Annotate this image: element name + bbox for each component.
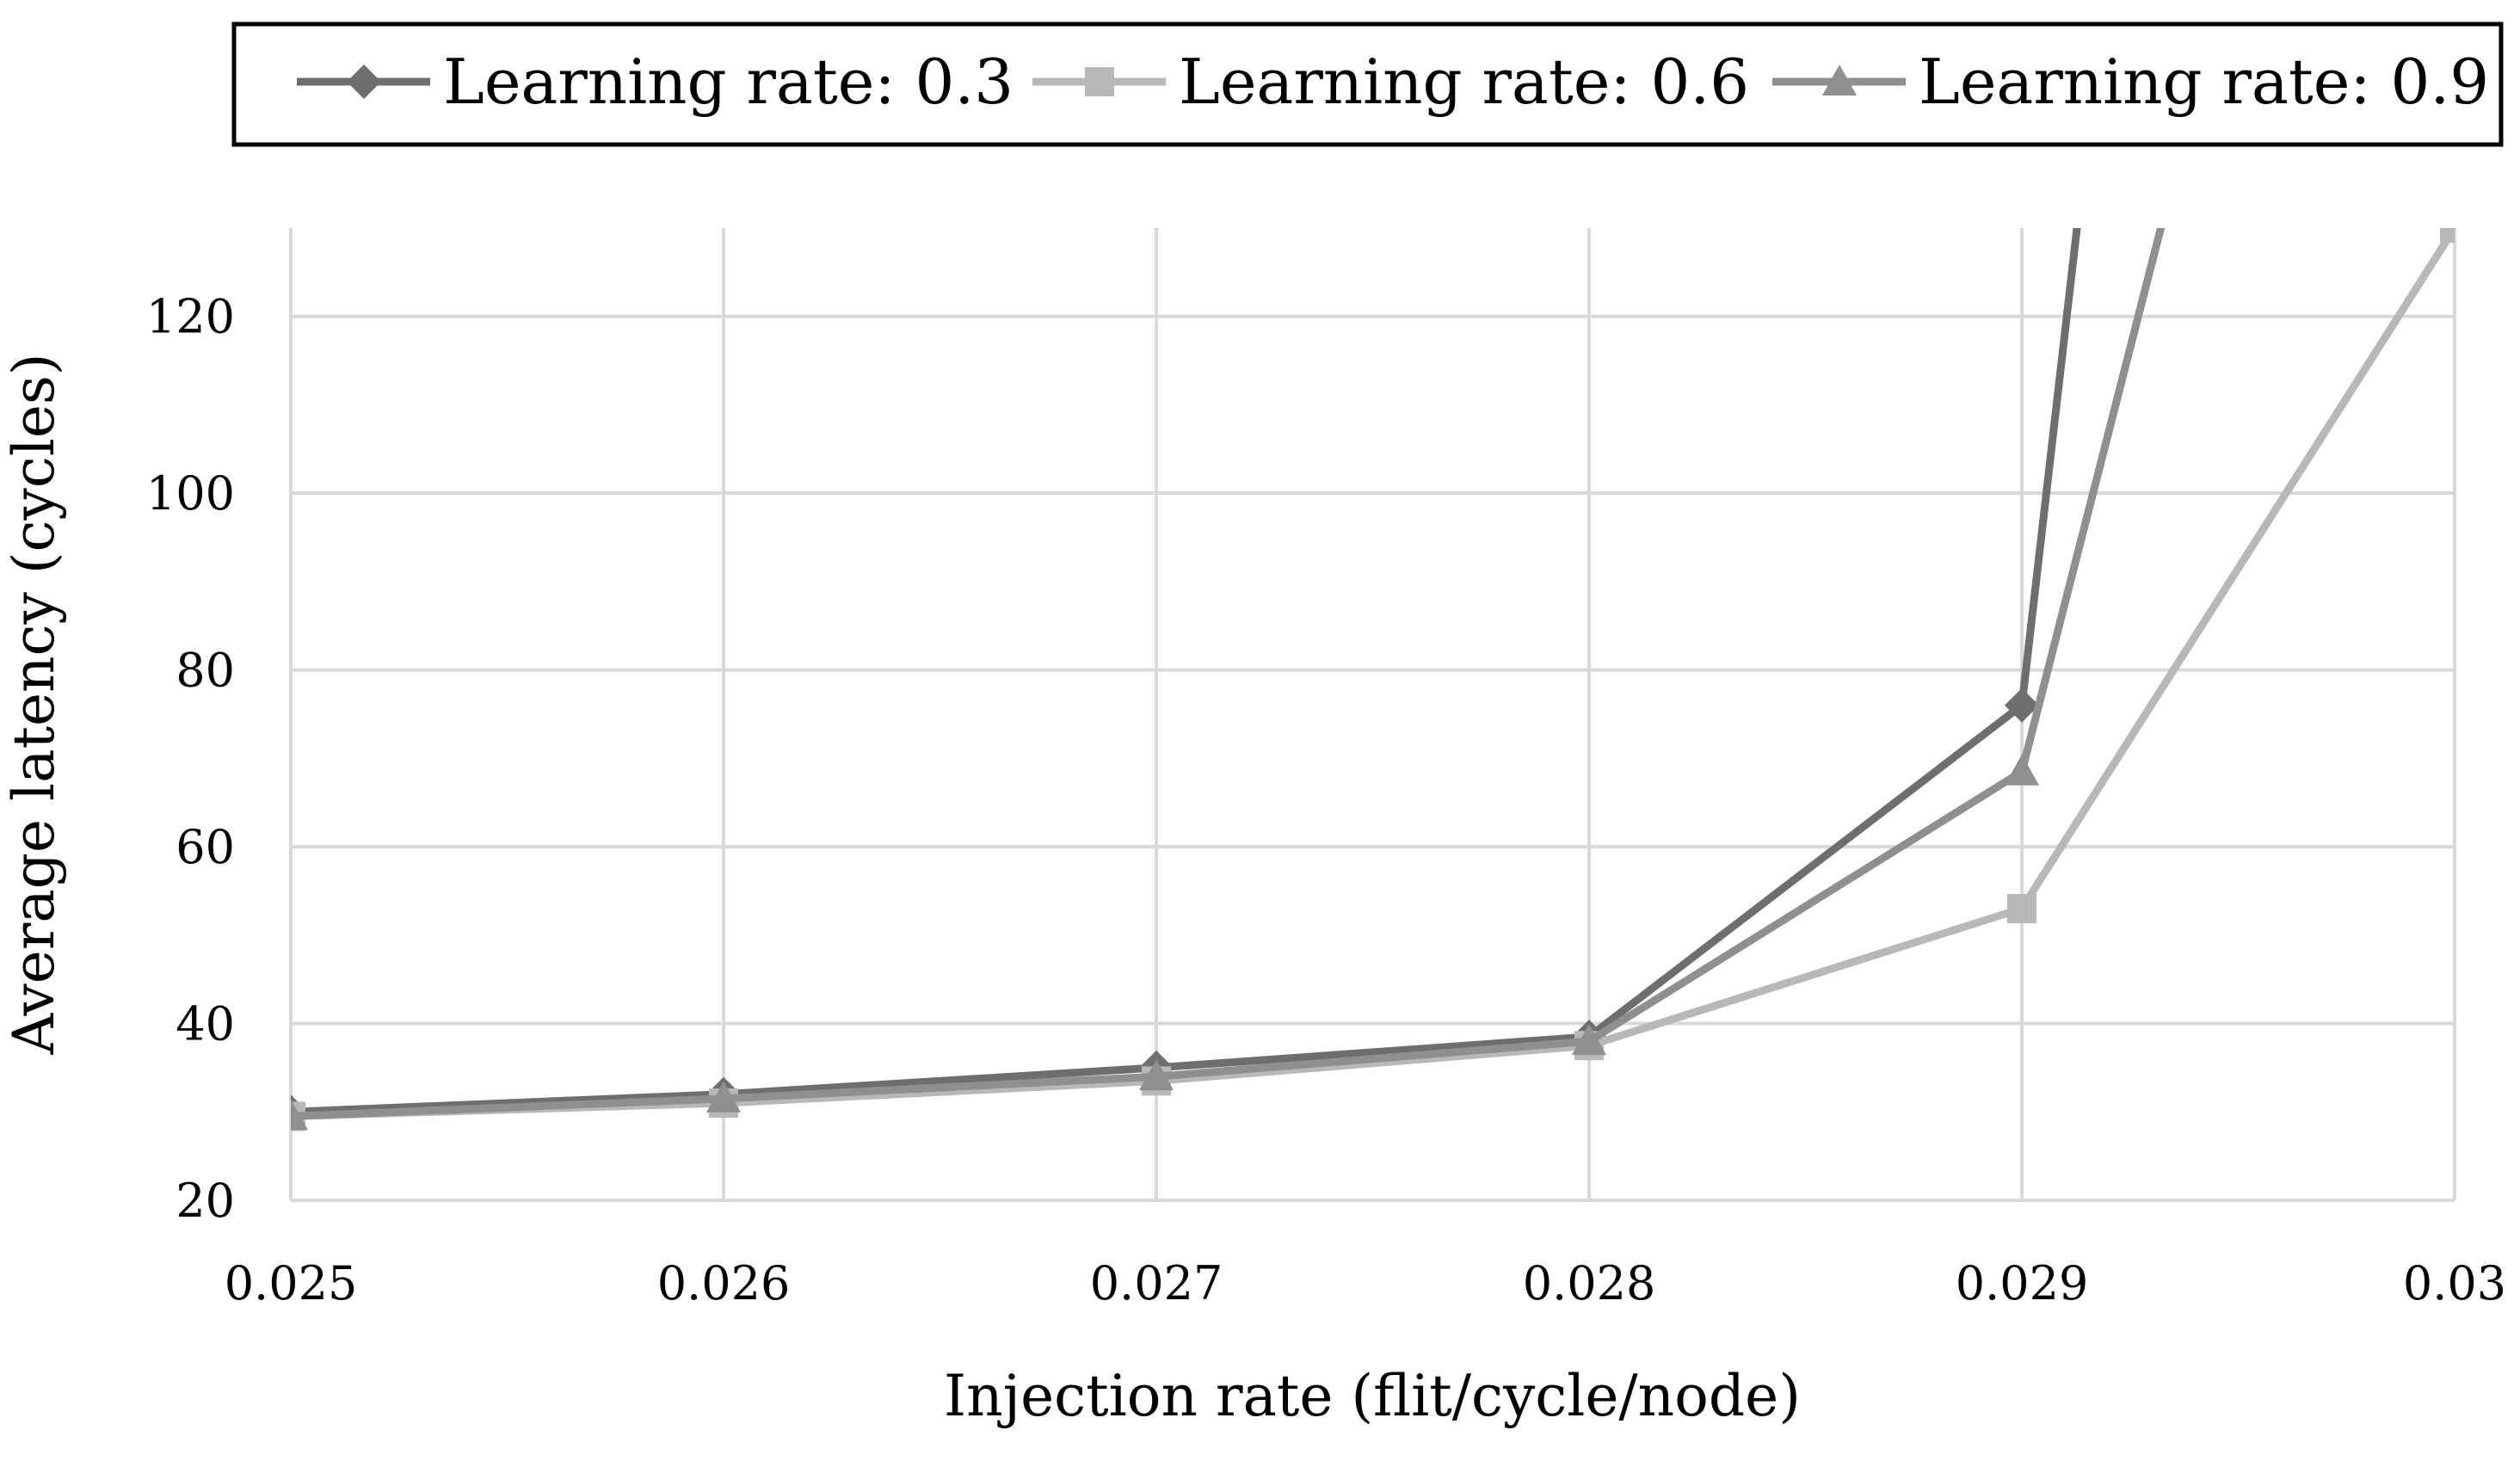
legend-box <box>231 22 2504 147</box>
x-tick-label: 0.029 <box>1956 1256 2089 1310</box>
x-tick-label: 0.025 <box>225 1256 358 1310</box>
y-tick-label: 80 <box>176 644 235 698</box>
data-point <box>2005 754 2039 786</box>
data-point <box>706 1081 741 1113</box>
series-layer <box>291 228 2455 1131</box>
data-point <box>291 1099 308 1131</box>
series-group <box>291 228 2081 1130</box>
legend-item: Learning rate: 0.9 <box>1772 46 2489 118</box>
x-tick-label: 0.028 <box>1523 1256 1656 1310</box>
x-axis-title: Injection rate (flit/cycle/node) <box>944 1363 1801 1429</box>
legend: Learning rate: 0.3 Learning rate: 0.6 Lear… <box>231 22 2504 147</box>
series-group <box>291 228 2455 1131</box>
legend-marker-icon <box>347 65 381 99</box>
legend-label: Learning rate: 0.6 <box>1179 46 1749 118</box>
legend-label: Learning rate: 0.9 <box>1919 46 2489 118</box>
series-line <box>291 228 2081 1116</box>
data-point <box>1572 1024 1606 1056</box>
data-point <box>2007 894 2036 923</box>
legend-marker-icon <box>1085 67 1114 96</box>
y-tick-label: 40 <box>176 997 235 1051</box>
legend-marker-icon <box>1822 65 1857 96</box>
legend-item: Learning rate: 0.6 <box>1032 46 1749 118</box>
x-tick-label: 0.026 <box>657 1256 791 1310</box>
x-tick-label: 0.03 <box>2403 1256 2506 1310</box>
data-point <box>2440 228 2455 243</box>
x-axis-ticks: 0.025 0.026 0.027 0.028 0.029 0.03 <box>225 1256 2506 1310</box>
legend-item: Learning rate: 0.3 <box>297 46 1014 118</box>
y-tick-label: 60 <box>176 820 235 874</box>
legend-label: Learning rate: 0.3 <box>443 46 1014 118</box>
series-group <box>291 228 2166 1131</box>
grid <box>289 228 2456 1202</box>
y-tick-label: 20 <box>176 1174 235 1228</box>
data-point <box>2005 687 2039 723</box>
y-tick-label: 120 <box>146 290 235 344</box>
y-tick-label: 100 <box>146 466 235 521</box>
y-axis-ticks: 20 40 60 80 100 120 <box>146 290 235 1228</box>
data-point <box>1139 1059 1174 1091</box>
x-tick-label: 0.027 <box>1090 1256 1223 1310</box>
series-line <box>291 228 2166 1120</box>
y-axis-title: Average latency (cycles) <box>1 353 67 1055</box>
